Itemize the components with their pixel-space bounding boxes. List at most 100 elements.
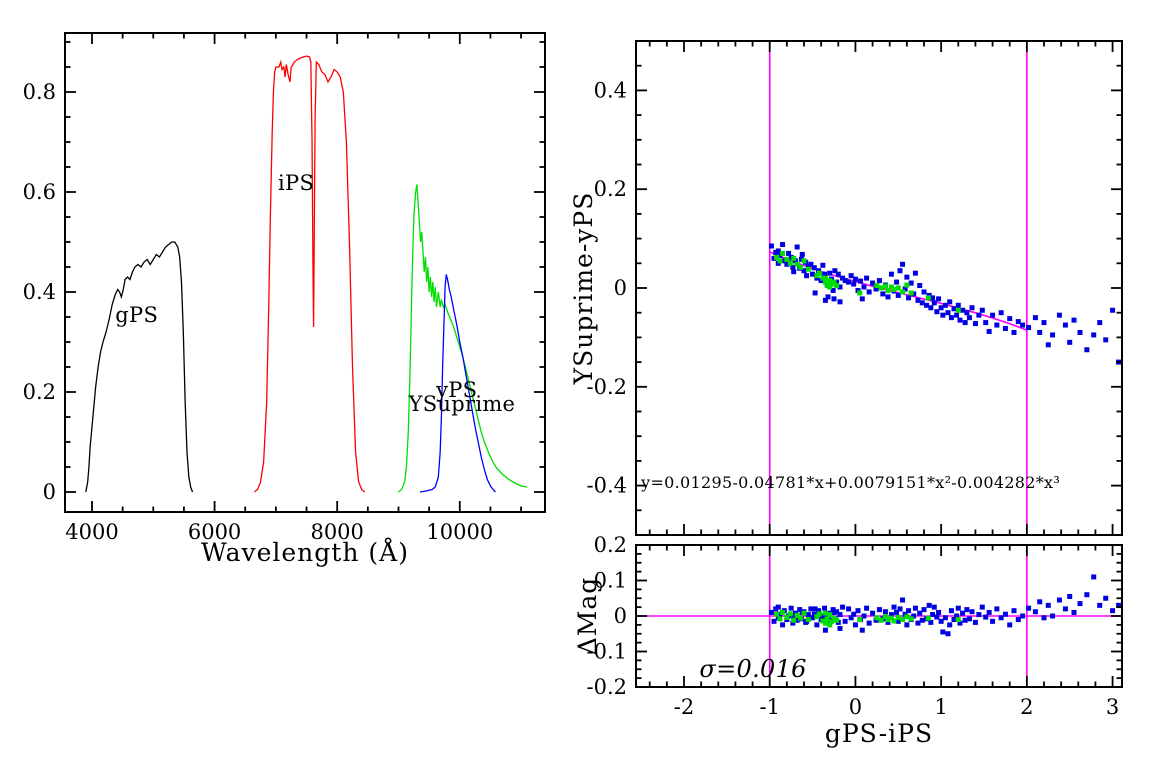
data-point-points-blue (936, 296, 942, 302)
data-point-points-green (891, 618, 897, 624)
data-point-points-blue (1103, 595, 1109, 601)
data-point-points-green (908, 616, 914, 622)
data-point-points-blue (852, 276, 858, 282)
x-tick-label: 10000 (426, 520, 493, 544)
data-point-points-blue (1050, 613, 1056, 619)
data-point-points-blue (1037, 599, 1043, 605)
y-tick-label: 0 (43, 480, 56, 504)
data-point-points-blue (834, 279, 840, 285)
data-point-points-blue (837, 284, 843, 290)
data-point-points-blue (906, 608, 912, 614)
annotation-ips: iPS (278, 171, 314, 195)
data-point-points-blue (852, 622, 858, 628)
data-point-points-blue (894, 279, 900, 285)
data-point-points-blue (858, 278, 864, 284)
data-point-points-blue (962, 320, 968, 326)
curve-YSuprime (419, 274, 496, 493)
y-tick-label: 0 (614, 276, 627, 300)
data-point-points-green (885, 617, 891, 623)
data-point-points-blue (1050, 332, 1056, 338)
data-point-points-blue (1007, 316, 1013, 322)
data-point-points-blue (938, 618, 944, 624)
data-point-points-blue (902, 286, 908, 292)
data-point-points-blue (983, 320, 989, 326)
data-point-points-blue (788, 605, 794, 611)
data-point-points-blue (790, 264, 796, 270)
data-point-points-green (774, 254, 780, 260)
data-point-points-blue (1037, 329, 1043, 335)
data-point-points-green (814, 273, 820, 279)
x-tick-label: 6000 (188, 520, 241, 544)
curve-gPS (85, 241, 194, 493)
data-point-points-green (777, 258, 783, 264)
y-tick-label: 0.1 (594, 569, 627, 593)
data-point-points-blue (990, 312, 996, 318)
data-point-points-blue (777, 252, 783, 258)
data-point-points-blue (994, 322, 1000, 328)
data-point-points-blue (822, 271, 828, 277)
y-tick-label: 0.2 (594, 533, 627, 557)
annotation-gps: gPS (115, 303, 158, 327)
data-point-points-green (822, 275, 828, 281)
data-point-points-green (955, 307, 961, 313)
data-point-points-blue (880, 291, 886, 297)
curve-yPS (398, 184, 528, 493)
data-point-points-blue (976, 312, 982, 318)
data-point-points-blue (1056, 597, 1062, 603)
data-point-points-blue (983, 614, 989, 620)
data-point-points-blue (811, 265, 817, 271)
data-point-points-blue (948, 315, 954, 321)
data-point-points-green (780, 609, 786, 615)
data-point-points-blue (786, 250, 792, 256)
data-point-points-blue (940, 312, 946, 318)
data-point-points-blue (842, 618, 848, 624)
data-point-points-blue (780, 242, 786, 248)
data-point-points-green (805, 617, 811, 623)
data-point-points-green (895, 285, 901, 291)
data-point-points-green (822, 620, 828, 626)
data-point-points-blue (888, 612, 894, 618)
data-point-points-blue (814, 622, 820, 628)
data-point-points-blue (911, 291, 917, 297)
data-point-points-blue (773, 606, 779, 612)
data-point-points-blue (1032, 609, 1038, 615)
data-point-points-green (878, 617, 884, 623)
annotation-ysuprime: YSuprime (408, 392, 516, 416)
data-point-points-blue (790, 620, 796, 626)
data-point-points-blue (781, 258, 787, 264)
data-point-points-blue (979, 307, 985, 313)
y-tick-label: 0 (614, 604, 627, 628)
data-point-points-blue (915, 620, 921, 626)
data-point-points-blue (1056, 312, 1062, 318)
data-point-points-green (827, 284, 833, 290)
data-point-points-blue (798, 256, 804, 262)
data-point-points-blue (1041, 615, 1047, 621)
data-point-points-blue (917, 610, 923, 616)
data-point-points-blue (885, 619, 891, 625)
data-point-points-blue (928, 619, 934, 625)
data-point-points-green (878, 285, 884, 291)
data-point-points-blue (1116, 602, 1122, 608)
data-point-points-blue (947, 622, 953, 628)
data-point-points-blue (994, 606, 1000, 612)
data-point-points-blue (805, 612, 811, 618)
data-point-points-blue (924, 302, 930, 308)
data-point-points-blue (1077, 329, 1083, 335)
data-point-points-blue (870, 280, 876, 286)
x-tick-label: 8000 (310, 520, 363, 544)
data-point-points-blue (895, 618, 901, 624)
data-point-points-green (824, 283, 830, 289)
data-point-points-blue (876, 607, 882, 613)
y-tick-label: -0.4 (587, 474, 628, 498)
data-point-points-blue (864, 605, 870, 611)
data-point-points-blue (820, 262, 826, 268)
data-point-points-blue (979, 604, 985, 610)
data-point-points-blue (1110, 608, 1116, 614)
data-point-points-blue (1045, 602, 1051, 608)
data-point-points-blue (842, 278, 848, 284)
data-point-points-blue (861, 284, 867, 290)
data-point-points-blue (969, 305, 975, 311)
data-point-points-green (891, 286, 897, 292)
data-point-points-blue (891, 604, 897, 610)
